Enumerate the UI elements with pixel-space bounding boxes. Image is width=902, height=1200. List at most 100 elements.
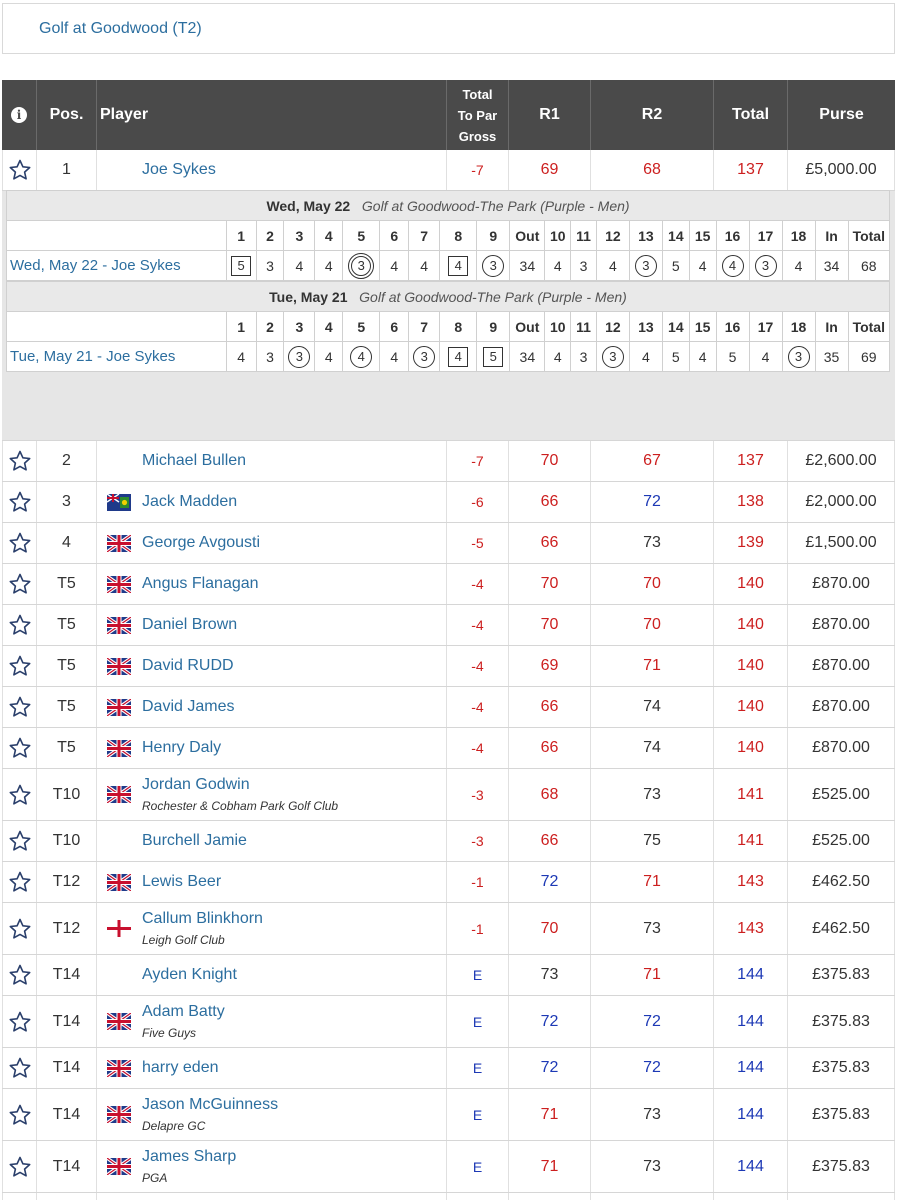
- player-name-link[interactable]: harry eden: [142, 1059, 219, 1076]
- flag-icon-uk: [106, 615, 132, 635]
- info-column-header[interactable]: i: [2, 80, 37, 150]
- favorite-star-icon[interactable]: [2, 769, 37, 820]
- r2-header[interactable]: R2: [591, 80, 714, 150]
- player-row[interactable]: T5 David James -4 66 74 140 £870.00: [2, 687, 895, 728]
- player-row[interactable]: T14 Adam Batty Five Guys E 72 72 144 £375.83: [2, 996, 895, 1048]
- player-row[interactable]: 3 Jack Madden -6 66 72 138 £2,000.00: [2, 482, 895, 523]
- favorite-star-icon[interactable]: [2, 1089, 37, 1140]
- player-info: Daniel Brown: [142, 616, 237, 634]
- scorecard-round-link[interactable]: Tue, May 21 - Joe Sykes: [6, 341, 227, 372]
- player-name-link[interactable]: David RUDD: [142, 657, 234, 674]
- favorite-star-icon[interactable]: [2, 441, 37, 481]
- event-title-link[interactable]: Golf at Goodwood (T2): [39, 20, 202, 37]
- player-row[interactable]: T10 Jordan Godwin Rochester & Cobham Park …: [2, 769, 895, 821]
- score-cell: 4: [379, 250, 410, 281]
- score-cell: 5: [661, 250, 690, 281]
- total-cell: 140: [714, 564, 788, 604]
- player-row[interactable]: T14 harry eden E 72 72 144 £375.83: [2, 1048, 895, 1089]
- score-cell: 3: [748, 250, 783, 281]
- purse-cell: £5,000.00: [788, 150, 895, 190]
- to-par-cell: E: [447, 1089, 509, 1140]
- to-par-header-line1: Total: [462, 86, 493, 102]
- purse-header[interactable]: Purse: [819, 106, 864, 123]
- favorite-star-icon[interactable]: [2, 523, 37, 563]
- player-name-link[interactable]: Ayden Knight: [142, 966, 237, 983]
- favorite-star-icon[interactable]: [2, 1193, 37, 1200]
- player-name-link[interactable]: James Sharp: [142, 1148, 237, 1165]
- player-name-link[interactable]: David James: [142, 698, 235, 715]
- favorite-star-icon[interactable]: [2, 955, 37, 995]
- purse-cell: £870.00: [788, 728, 895, 768]
- to-par-cell: -3: [447, 769, 509, 820]
- scorecard-scores-row: Tue, May 21 - Joe Sykes 4 3 3 4 4 4 3 4 5 34 4 3 3 4 5 4…: [6, 341, 891, 372]
- player-name-link[interactable]: Jordan Godwin: [142, 776, 250, 793]
- birdie-score: 3: [787, 345, 810, 368]
- favorite-star-icon[interactable]: [2, 728, 37, 768]
- favorite-star-icon[interactable]: [2, 482, 37, 522]
- player-name-link[interactable]: Adam Batty: [142, 1003, 225, 1020]
- flag-icon-uk: [106, 697, 132, 717]
- hole-number: In: [814, 220, 849, 251]
- player-row[interactable]: T14 Ayden Knight E 73 71 144 £375.83: [2, 955, 895, 996]
- player-name-link[interactable]: Jason McGuinness: [142, 1096, 279, 1113]
- flag-icon: [107, 967, 131, 984]
- purse-cell: £525.00: [788, 769, 895, 820]
- total-cell: 144: [714, 1048, 788, 1088]
- player-row[interactable]: T14 James Sharp PGA E 71 73 144 £375.83: [2, 1141, 895, 1193]
- player-row[interactable]: T5 David RUDD -4 69 71 140 £870.00: [2, 646, 895, 687]
- total-header[interactable]: Total: [714, 80, 788, 150]
- player-row[interactable]: T5 Henry Daly -4 66 74 140 £870.00: [2, 728, 895, 769]
- player-club: Delapre GC: [142, 1119, 206, 1133]
- flag-icon: [107, 453, 131, 470]
- info-icon[interactable]: i: [11, 107, 27, 123]
- r1-cell: 70: [509, 564, 591, 604]
- hole-number: 12: [595, 220, 630, 251]
- favorite-star-icon[interactable]: [2, 605, 37, 645]
- player-header[interactable]: Player: [97, 80, 447, 150]
- player-name-link[interactable]: Lewis Beer: [142, 873, 222, 890]
- player-info: Michael Bullen: [142, 452, 246, 470]
- player-name-link[interactable]: Angus Flanagan: [142, 575, 259, 592]
- favorite-star-icon[interactable]: [2, 821, 37, 861]
- favorite-star-icon[interactable]: [2, 150, 37, 190]
- score-cell: 4: [748, 341, 783, 372]
- flag-icon-eng: [107, 920, 131, 937]
- player-name-link[interactable]: Callum Blinkhorn: [142, 910, 263, 927]
- player-row[interactable]: T5 Daniel Brown -4 70 70 140 £870.00: [2, 605, 895, 646]
- favorite-star-icon[interactable]: [2, 1141, 37, 1192]
- favorite-star-icon[interactable]: [2, 564, 37, 604]
- player-row[interactable]: 4 George Avgousti -5 66 73 139 £1,500.00: [2, 523, 895, 564]
- hole-number: 9: [476, 220, 511, 251]
- player-row[interactable]: 2 Michael Bullen -7 70 67 137 £2,600.00: [2, 441, 895, 482]
- player-row[interactable]: T12 Callum Blinkhorn Leigh Golf Club -1 70 73…: [2, 903, 895, 955]
- favorite-star-icon[interactable]: [2, 996, 37, 1047]
- pos-header[interactable]: Pos.: [37, 80, 97, 150]
- player-row[interactable]: T5 Angus Flanagan -4 70 70 140 £870.00: [2, 564, 895, 605]
- favorite-star-icon[interactable]: [2, 1048, 37, 1088]
- player-row[interactable]: T14Ben JonesE7074144£375.83: [2, 1193, 895, 1200]
- favorite-star-icon[interactable]: [2, 862, 37, 902]
- player-row[interactable]: T10 Burchell Jamie -3 66 75 141 £525.00: [2, 821, 895, 862]
- r1-header[interactable]: R1: [509, 80, 591, 150]
- player-name-link[interactable]: Daniel Brown: [142, 616, 238, 633]
- hole-number: 8: [439, 311, 478, 342]
- favorite-star-icon[interactable]: [2, 903, 37, 954]
- favorite-star-icon[interactable]: [2, 687, 37, 727]
- player-name-link[interactable]: Joe Sykes: [142, 161, 216, 178]
- to-par-header[interactable]: Total To Par Gross: [447, 80, 509, 150]
- scorecard-round-link[interactable]: Wed, May 22 - Joe Sykes: [6, 250, 227, 281]
- player-name-link[interactable]: Henry Daly: [142, 739, 222, 756]
- r2-cell: 68: [591, 150, 714, 190]
- player-name-link[interactable]: Jack Madden: [142, 493, 238, 510]
- player-name-link[interactable]: Michael Bullen: [142, 452, 247, 469]
- player-row[interactable]: T14 Jason McGuinness Delapre GC E 71 73 144 £37…: [2, 1089, 895, 1141]
- favorite-star-icon[interactable]: [2, 646, 37, 686]
- hole-number: 3: [283, 220, 316, 251]
- player-name-link[interactable]: George Avgousti: [142, 534, 261, 551]
- player-name-link[interactable]: Burchell Jamie: [142, 832, 247, 849]
- leader-row[interactable]: 1 Joe Sykes -7 69 68 137 £5,000.00: [2, 150, 895, 191]
- pos-cell: T14: [37, 996, 97, 1047]
- player-row[interactable]: T12 Lewis Beer -1 72 71 143 £462.50: [2, 862, 895, 903]
- hole-number: 12: [595, 311, 630, 342]
- purse-cell: £870.00: [788, 646, 895, 686]
